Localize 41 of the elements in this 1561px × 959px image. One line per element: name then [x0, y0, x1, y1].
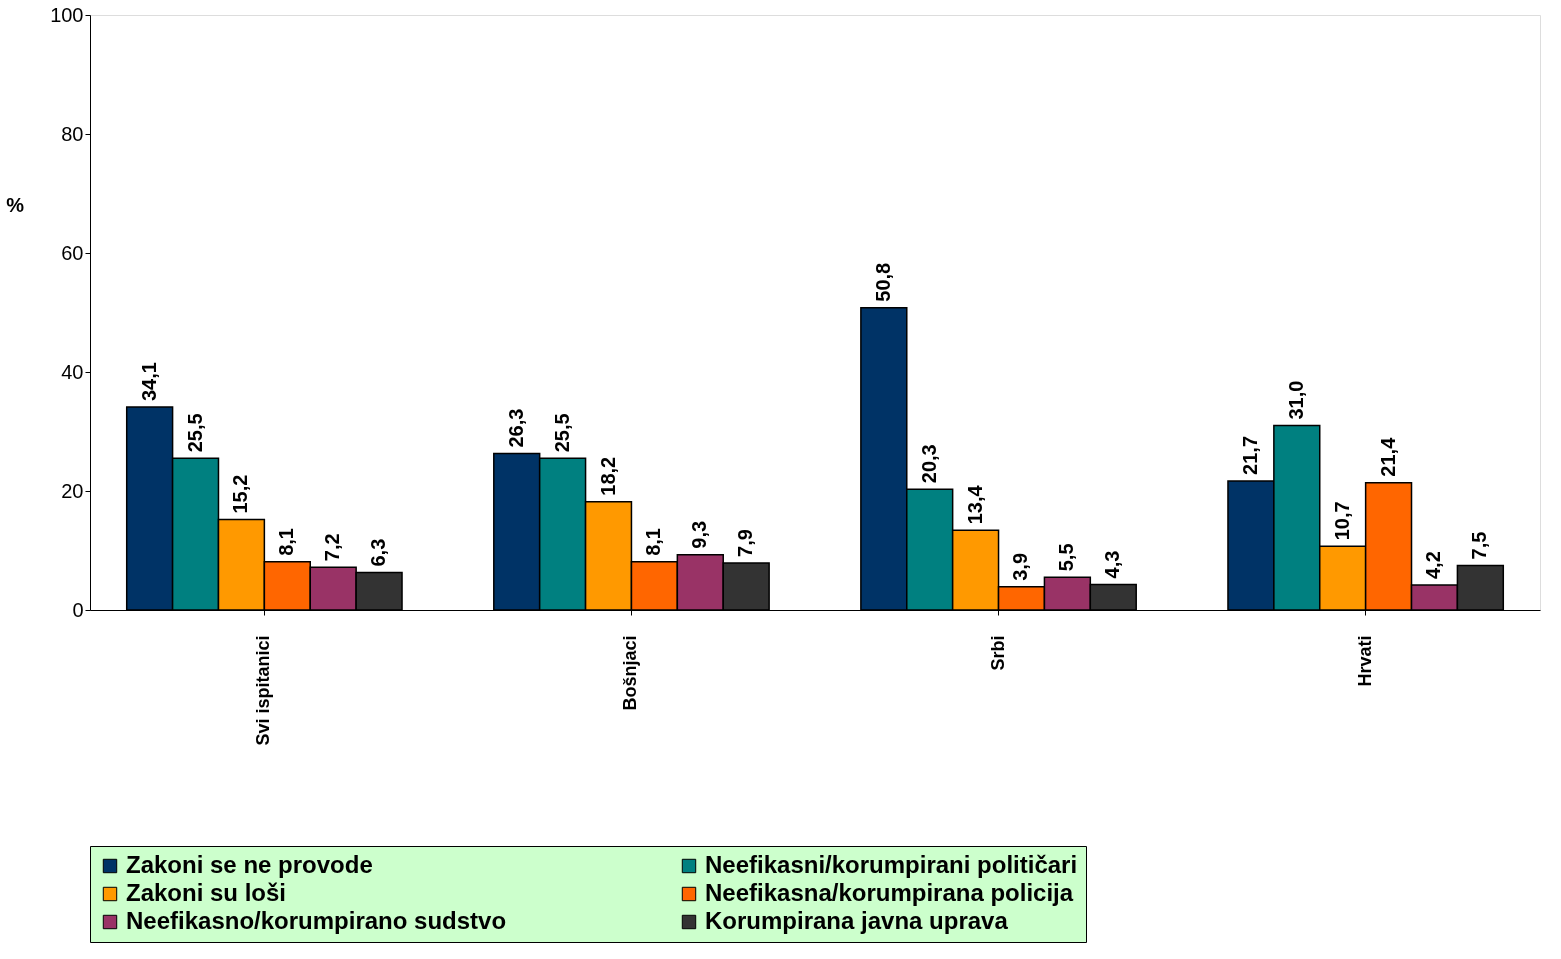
legend-label: Neefikasni/korumpirani političari: [705, 851, 1078, 878]
legend-label: Zakoni su loši: [126, 879, 287, 906]
data-label: 34,1: [137, 362, 160, 402]
y-tick-label: 80: [61, 122, 84, 145]
y-tick-label: 0: [72, 598, 84, 621]
x-tick-label: Srbi: [987, 635, 1008, 671]
legend-label: Neefikasno/korumpirano sudstvo: [126, 907, 507, 934]
data-label: 26,3: [504, 408, 527, 448]
y-tick-label: 40: [61, 360, 84, 383]
x-tick-label: Svi ispitanici: [253, 635, 274, 746]
data-label: 7,2: [321, 533, 344, 562]
data-label: 21,7: [1238, 435, 1261, 475]
y-tick-label: 100: [50, 3, 84, 26]
legend-label: Neefikasna/korumpirana policija: [705, 879, 1074, 906]
data-label: 13,4: [963, 484, 986, 525]
x-tick-label: Hrvati: [1354, 635, 1375, 687]
legend-label: Korumpirana javna uprava: [705, 907, 1009, 934]
data-label: 7,9: [734, 529, 757, 557]
data-label: 18,2: [596, 456, 619, 496]
data-label: 9,3: [688, 520, 711, 549]
data-label: 6,3: [367, 538, 390, 567]
y-axis-title: %: [6, 193, 25, 216]
data-label: 5,5: [1055, 543, 1078, 572]
data-label: 15,2: [229, 474, 252, 514]
data-label: 8,1: [275, 527, 298, 556]
data-label: 7,5: [1468, 531, 1491, 560]
data-label: 20,3: [917, 444, 940, 484]
data-label: 3,9: [1009, 552, 1032, 581]
x-tick-label: Bošnjaci: [620, 635, 641, 711]
data-label: 50,8: [871, 262, 894, 302]
data-label: 31,0: [1284, 380, 1307, 420]
data-label: 25,5: [183, 413, 206, 453]
data-label: 25,5: [550, 413, 573, 453]
data-label: 4,2: [1422, 551, 1445, 580]
data-label: 21,4: [1376, 436, 1399, 477]
data-label: 8,1: [642, 527, 665, 556]
data-label: 10,7: [1330, 501, 1353, 541]
data-label: 4,3: [1101, 550, 1124, 579]
y-tick-label: 60: [61, 241, 84, 264]
legend-label: Zakoni se ne provode: [126, 851, 373, 878]
y-tick-label: 20: [61, 479, 84, 502]
